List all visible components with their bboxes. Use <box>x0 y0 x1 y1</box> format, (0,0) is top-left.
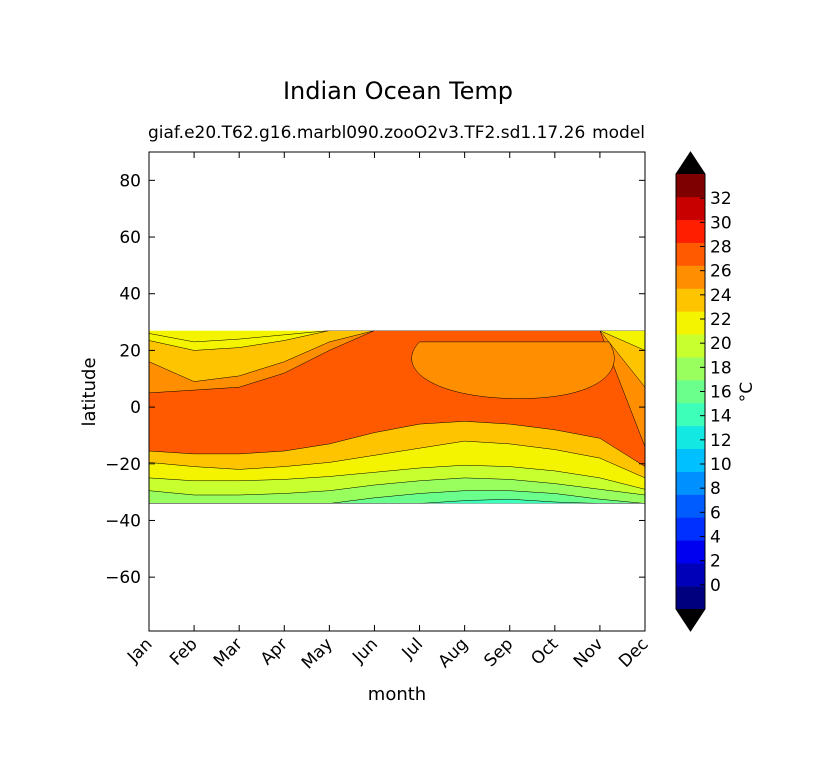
y-tick-label: 80 <box>119 171 141 191</box>
colorbar-tick-label: 12 <box>710 431 732 451</box>
colorbar-tick-label: 26 <box>710 262 732 282</box>
colorbar-tick-label: 10 <box>710 455 732 475</box>
y-tick-label: 40 <box>119 285 141 305</box>
chart-subtitle-left: giaf.e20.T62.g16.marbl090.zooO2v3.TF2.sd… <box>148 123 585 143</box>
y-tick-label: 60 <box>119 228 141 248</box>
colorbar-tick-label: 18 <box>710 358 732 378</box>
colorbar-segment <box>676 357 705 381</box>
no-data-mask-south <box>149 503 645 631</box>
y-tick-label: −40 <box>105 511 141 531</box>
colorbar-tick-label: 2 <box>710 552 721 572</box>
colorbar-segment <box>676 334 705 358</box>
colorbar-outline <box>675 151 706 632</box>
colorbar-segment <box>676 174 705 198</box>
colorbar-segment <box>676 265 705 289</box>
contour-plot-area <box>148 152 646 631</box>
colorbar-segment <box>676 586 705 610</box>
y-tick-label: 0 <box>130 398 141 418</box>
colorbar-segment <box>676 494 705 518</box>
colorbar-tick-label: 8 <box>710 479 721 499</box>
colorbar-extend-min <box>676 609 705 631</box>
colorbar-tick-label: 22 <box>710 310 732 330</box>
colorbar-segment <box>676 540 705 564</box>
colorbar-tick-label: 0 <box>710 576 721 596</box>
colorbar-segment <box>676 448 705 472</box>
contour-pocket <box>411 341 615 399</box>
y-axis-label: latitude <box>79 357 100 426</box>
y-tick-label: −20 <box>105 455 141 475</box>
colorbar-tick-label: 28 <box>710 238 732 258</box>
plot-frame <box>148 151 646 632</box>
colorbar-tick-label: 14 <box>710 407 732 427</box>
colorbar-tick-label: 24 <box>710 286 732 306</box>
colorbar-tick-label: 20 <box>710 334 732 354</box>
x-axis-label: month <box>368 684 426 705</box>
colorbar-segment <box>676 425 705 450</box>
chart-subtitle-right: model <box>592 123 645 143</box>
colorbar-segment <box>676 196 705 221</box>
y-tick-label: −60 <box>105 568 141 588</box>
colorbar-tick-label: 16 <box>710 383 732 403</box>
colorbar-tick-label: 6 <box>710 503 721 523</box>
colorbar-extend-max <box>676 152 705 174</box>
no-data-mask-north <box>149 152 645 331</box>
colorbar-segment <box>676 402 705 427</box>
y-tick-label: 20 <box>119 341 141 361</box>
chart-title: Indian Ocean Temp <box>283 77 513 105</box>
colorbar-segment <box>676 288 705 312</box>
colorbar-segment <box>676 563 705 587</box>
colorbar-segment <box>676 219 705 243</box>
colorbar-label: °C <box>737 382 757 402</box>
colorbar-tick-label: 32 <box>710 189 732 209</box>
colorbar-segment <box>676 471 705 495</box>
colorbar-tick-label: 4 <box>710 528 721 548</box>
colorbar-tick-label: 30 <box>710 213 732 233</box>
colorbar-segment <box>676 517 705 541</box>
colorbar-segment <box>676 242 705 266</box>
colorbar-segment <box>676 311 705 335</box>
colorbar-segment <box>676 380 705 404</box>
